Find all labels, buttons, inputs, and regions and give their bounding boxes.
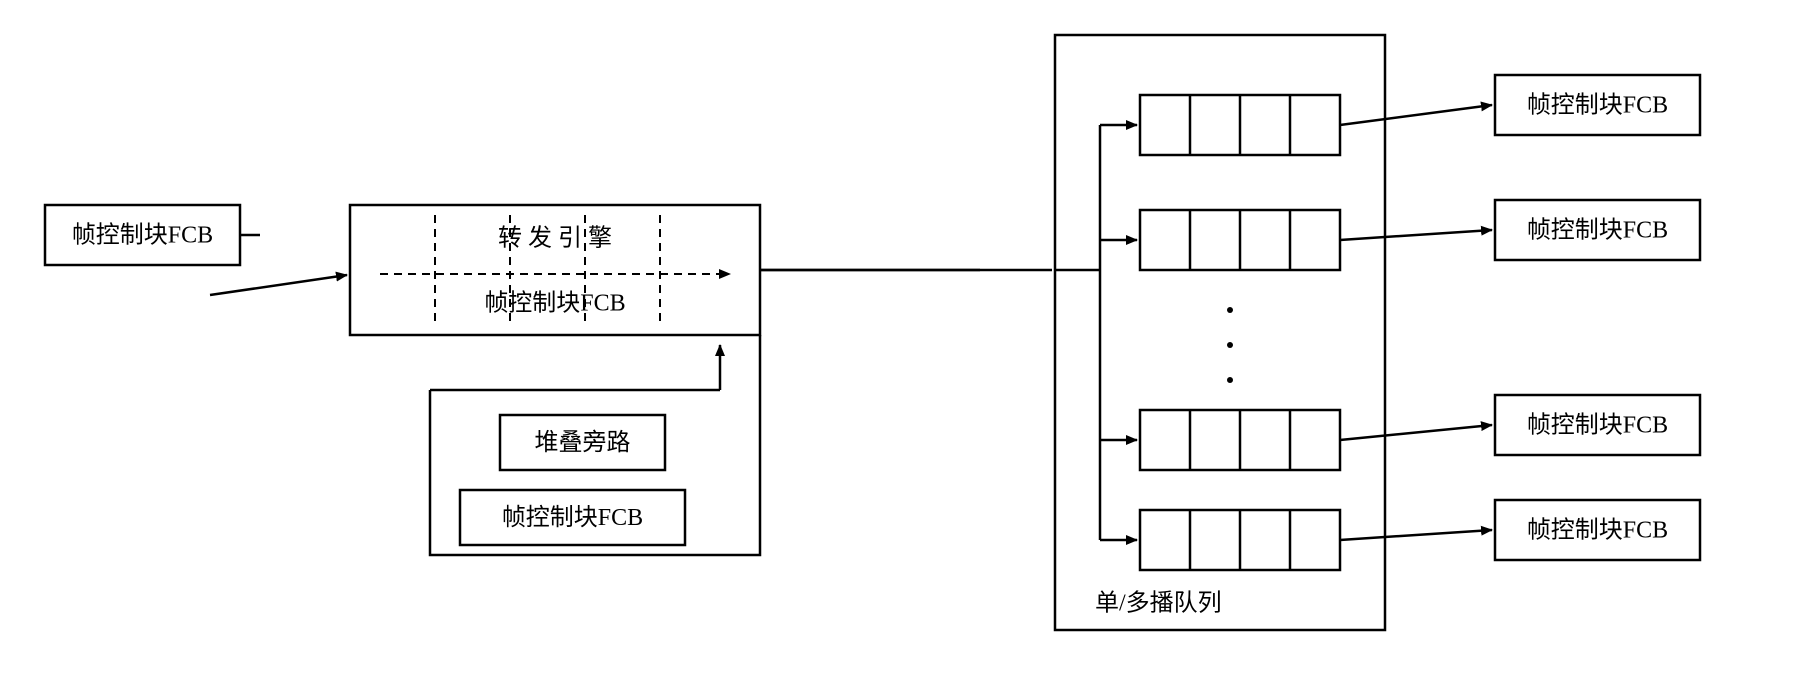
output-fcb-label-0: 帧控制块FCB [1527,92,1668,119]
queue-ellipsis-dot [1227,342,1233,348]
engine-title: 转 发 引 擎 [498,225,612,252]
output-fcb-label-2: 帧控制块FCB [1527,412,1668,439]
stack-bypass-label: 堆叠旁路 [535,429,631,456]
feedback-fcb-label: 帧控制块FCB [502,504,643,531]
output-fcb-label-1: 帧控制块FCB [1527,217,1668,244]
engine-subtitle: 帧控制块FCB [484,290,625,317]
input-fcb-label: 帧控制块FCB [72,222,213,249]
queue-ellipsis-dot [1227,377,1233,383]
output-fcb-label-3: 帧控制块FCB [1527,517,1668,544]
queue-ellipsis-dot [1227,307,1233,313]
queue-container-label: 单/多播队列 [1095,590,1222,617]
